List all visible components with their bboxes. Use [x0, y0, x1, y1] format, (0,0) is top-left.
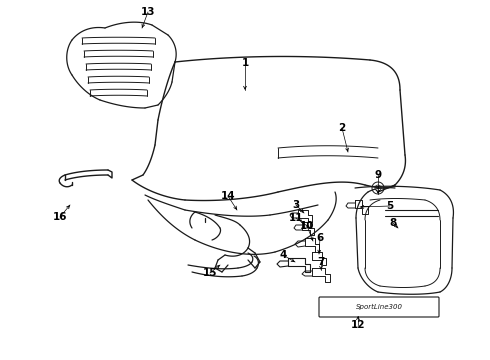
Text: 2: 2 — [339, 123, 345, 133]
Text: 1: 1 — [242, 58, 248, 68]
Text: 12: 12 — [351, 320, 365, 330]
FancyBboxPatch shape — [319, 297, 439, 317]
Text: 9: 9 — [374, 170, 382, 180]
Text: 16: 16 — [53, 212, 67, 222]
Text: 5: 5 — [387, 201, 393, 211]
Text: 3: 3 — [293, 200, 299, 210]
Text: 6: 6 — [317, 233, 323, 243]
Text: SportLine300: SportLine300 — [356, 304, 402, 310]
Text: 13: 13 — [141, 7, 155, 17]
Text: 10: 10 — [300, 221, 314, 231]
Text: 8: 8 — [390, 218, 396, 228]
Text: 14: 14 — [220, 191, 235, 201]
Text: 7: 7 — [318, 257, 325, 267]
Text: 4: 4 — [279, 250, 287, 260]
Text: 15: 15 — [203, 268, 217, 278]
Text: 11: 11 — [289, 213, 303, 223]
